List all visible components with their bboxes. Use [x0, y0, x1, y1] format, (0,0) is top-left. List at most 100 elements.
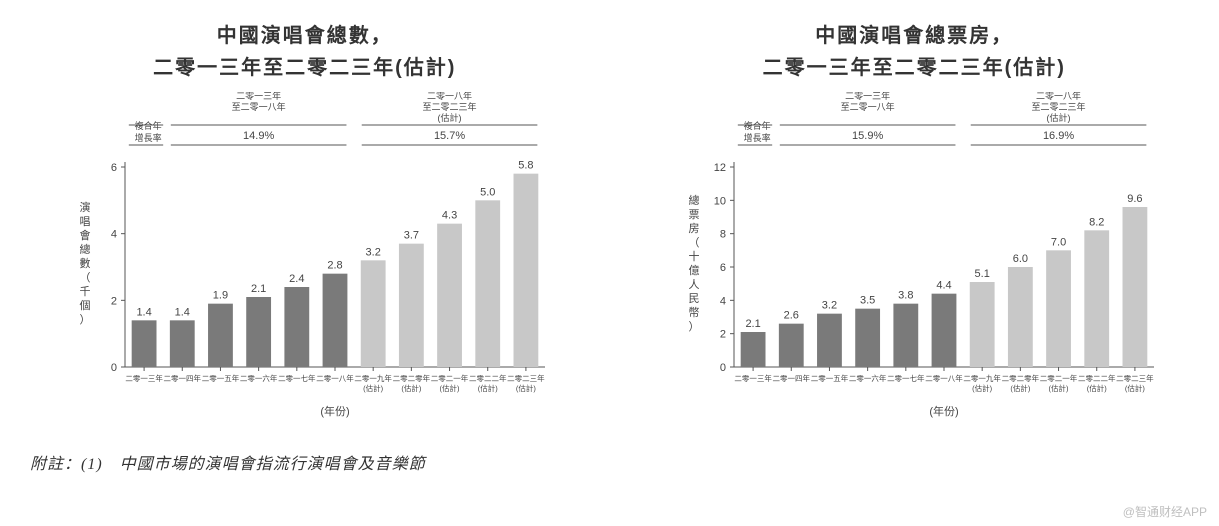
bar-value-label: 1.9	[213, 290, 228, 302]
bar-value-label: 5.1	[975, 268, 990, 280]
bar-value-label: 3.2	[365, 246, 380, 258]
y-axis-label-char: 數	[79, 257, 90, 270]
y-axis-label-char: ）	[79, 313, 90, 326]
x-tick-label: 二零二零年	[1002, 373, 1040, 383]
cagr-period-header: 二零一八年	[427, 92, 472, 101]
y-axis-label-char: 房	[689, 222, 700, 235]
bar	[855, 309, 880, 367]
x-tick-label: (估計)	[1049, 383, 1069, 393]
x-tick-label: 二零二零年	[392, 373, 430, 383]
x-tick-label: 二零二一年	[1040, 373, 1078, 383]
cagr-value: 15.9%	[852, 130, 883, 142]
bar	[932, 294, 957, 367]
x-tick-label: 二零一六年	[849, 373, 887, 383]
x-tick-label: 二零一七年	[278, 373, 316, 383]
y-tick-label: 8	[720, 229, 726, 241]
chart-title-line1: 中國演唱會總票房，	[763, 20, 1066, 52]
bar	[894, 304, 919, 367]
bar-value-label: 2.6	[784, 310, 799, 322]
chart-right: 024681012總票房（十億人民幣）2.1二零一三年2.6二零一四年3.2二零…	[664, 92, 1164, 432]
bar-value-label: 3.8	[898, 290, 913, 302]
bar	[131, 320, 156, 367]
cagr-period-header: (估計)	[1047, 112, 1071, 123]
bar	[361, 260, 386, 367]
cagr-value: 16.9%	[1043, 130, 1074, 142]
bar	[513, 174, 538, 367]
cagr-label: 增長率	[134, 132, 161, 143]
x-tick-label: 二零一三年	[735, 373, 773, 383]
y-tick-label: 12	[714, 162, 726, 174]
bar-value-label: 9.6	[1128, 193, 1143, 205]
y-axis-label-char: 總	[79, 242, 90, 256]
bar-value-label: 1.4	[174, 306, 189, 318]
bar-value-label: 2.8	[327, 260, 342, 272]
x-tick-label: 二零二一年	[431, 373, 469, 383]
x-tick-label: 二零一九年	[964, 373, 1002, 383]
y-tick-label: 2	[111, 295, 117, 307]
x-tick-label: (估計)	[1087, 383, 1107, 393]
bar	[437, 224, 462, 367]
y-tick-label: 0	[720, 362, 726, 374]
y-tick-label: 4	[111, 229, 117, 241]
bar	[475, 200, 500, 367]
y-axis-label-char: 票	[689, 208, 700, 221]
bar	[741, 332, 766, 367]
bar	[1046, 250, 1071, 367]
y-axis-label-char: 總	[689, 193, 700, 207]
x-tick-label: 二零一九年	[354, 373, 392, 383]
x-tick-label: 二零二三年	[507, 373, 545, 383]
x-tick-label: 二零一七年	[887, 373, 925, 383]
chart-title-left: 中國演唱會總數， 二零一三年至二零二三年(估計)	[153, 20, 456, 84]
x-tick-label: (估計)	[972, 383, 992, 393]
x-tick-label: (估計)	[477, 383, 497, 393]
watermark: @智通财经APP	[1123, 503, 1207, 520]
y-axis-label-char: 會	[79, 228, 90, 242]
bar-value-label: 4.4	[937, 280, 952, 292]
cagr-value: 15.7%	[434, 130, 465, 142]
chart-title-line2: 二零一三年至二零二三年(估計)	[153, 52, 456, 84]
cagr-period-header: 至二零一八年	[841, 101, 895, 112]
x-tick-label: 二零一三年	[125, 373, 163, 383]
bar	[208, 304, 233, 367]
cagr-period-header: (估計)	[437, 112, 461, 123]
bar-value-label: 2.1	[251, 283, 266, 295]
chart-panel-right: 中國演唱會總票房， 二零一三年至二零二三年(估計) 024681012總票房（十…	[640, 20, 1190, 432]
x-tick-label: 二零一四年	[163, 373, 201, 383]
y-tick-label: 0	[111, 362, 117, 374]
y-tick-label: 10	[714, 195, 726, 207]
x-tick-label: 二零二三年	[1116, 373, 1154, 383]
x-tick-label: 二零二二年	[469, 373, 507, 383]
y-axis-label-char: 個	[79, 299, 90, 312]
y-axis-label-char: 人	[689, 278, 700, 291]
x-tick-label: 二零一六年	[240, 373, 278, 383]
x-tick-label: 二零一五年	[811, 373, 849, 383]
bar	[1123, 207, 1148, 367]
cagr-period-header: 二零一三年	[236, 92, 281, 101]
chart-title-right: 中國演唱會總票房， 二零一三年至二零二三年(估計)	[763, 20, 1066, 84]
x-tick-label: 二零一八年	[316, 373, 354, 383]
x-tick-label: (估計)	[363, 383, 383, 393]
bar	[322, 274, 347, 367]
y-axis-label-char: 唱	[79, 215, 90, 228]
x-tick-label: (估計)	[401, 383, 421, 393]
x-tick-label: 二零一四年	[773, 373, 811, 383]
bar-value-label: 3.5	[860, 295, 875, 307]
cagr-period-header: 二零一八年	[1036, 92, 1081, 101]
y-axis-label-char: 民	[689, 293, 700, 305]
cagr-period-header: 至二零一八年	[231, 101, 285, 112]
y-axis-label-char: 千	[79, 285, 90, 298]
y-axis-label-char: 幣	[689, 306, 700, 319]
y-tick-label: 2	[720, 329, 726, 341]
bar-value-label: 5.8	[518, 160, 533, 172]
x-tick-label: (估計)	[1011, 383, 1031, 393]
chart-panel-left: 中國演唱會總數， 二零一三年至二零二三年(估計) 0246演唱會總數（千個）1.…	[30, 20, 580, 432]
bar-value-label: 6.0	[1013, 253, 1028, 265]
bar	[779, 324, 804, 367]
y-axis-label-char: （	[79, 271, 90, 284]
x-tick-label: 二零二二年	[1078, 373, 1116, 383]
y-axis-label-char: 演	[79, 200, 90, 214]
bar-value-label: 8.2	[1089, 216, 1104, 228]
charts-row: 中國演唱會總數， 二零一三年至二零二三年(估計) 0246演唱會總數（千個）1.…	[30, 20, 1189, 432]
bar	[817, 314, 842, 367]
y-axis-label-char: 億	[689, 264, 700, 277]
